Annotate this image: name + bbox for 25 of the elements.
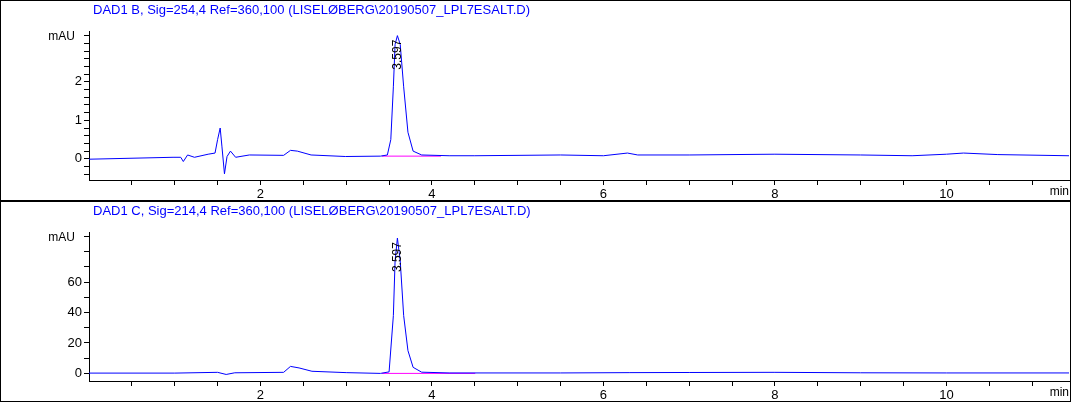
x-axis-title: min xyxy=(1049,385,1069,400)
y-axis-title: mAU xyxy=(48,29,75,44)
x-tick-label: 2 xyxy=(256,186,265,202)
annotation: 3.597 xyxy=(389,241,404,273)
y-tick-label: 1 xyxy=(74,111,82,127)
x-tick-label: 4 xyxy=(428,387,436,403)
x-tick-label: 6 xyxy=(599,387,608,403)
y-tick-label: 20 xyxy=(67,334,82,350)
x-tick-label: 10 xyxy=(939,387,954,403)
chart-title: DAD1 B, Sig=254,4 Ref=360,100 (LISELØBERG\20190507_LPL7ESALT.D) xyxy=(93,2,530,18)
x-tick-label: 6 xyxy=(599,186,608,202)
y-tick-label: 2 xyxy=(74,73,82,89)
annotation: 3.597 xyxy=(389,39,404,70)
y-axis-title: mAU xyxy=(48,230,75,245)
x-tick-label: 10 xyxy=(939,186,954,202)
y-tick-label: 0 xyxy=(74,150,82,166)
y-tick-label: 60 xyxy=(67,273,82,289)
x-tick-label: 8 xyxy=(771,186,779,202)
chart-title: DAD1 C, Sig=214,4 Ref=360,100 (LISELØBERG\20190507_LPL7ESALT.D) xyxy=(93,203,531,219)
x-axis-title: min xyxy=(1049,184,1069,199)
x-tick-label: 4 xyxy=(428,186,436,202)
x-tick-label: 8 xyxy=(771,387,779,403)
y-tick-label: 40 xyxy=(67,304,82,320)
x-tick-label: 2 xyxy=(256,387,265,403)
y-tick-label: 0 xyxy=(74,364,82,380)
